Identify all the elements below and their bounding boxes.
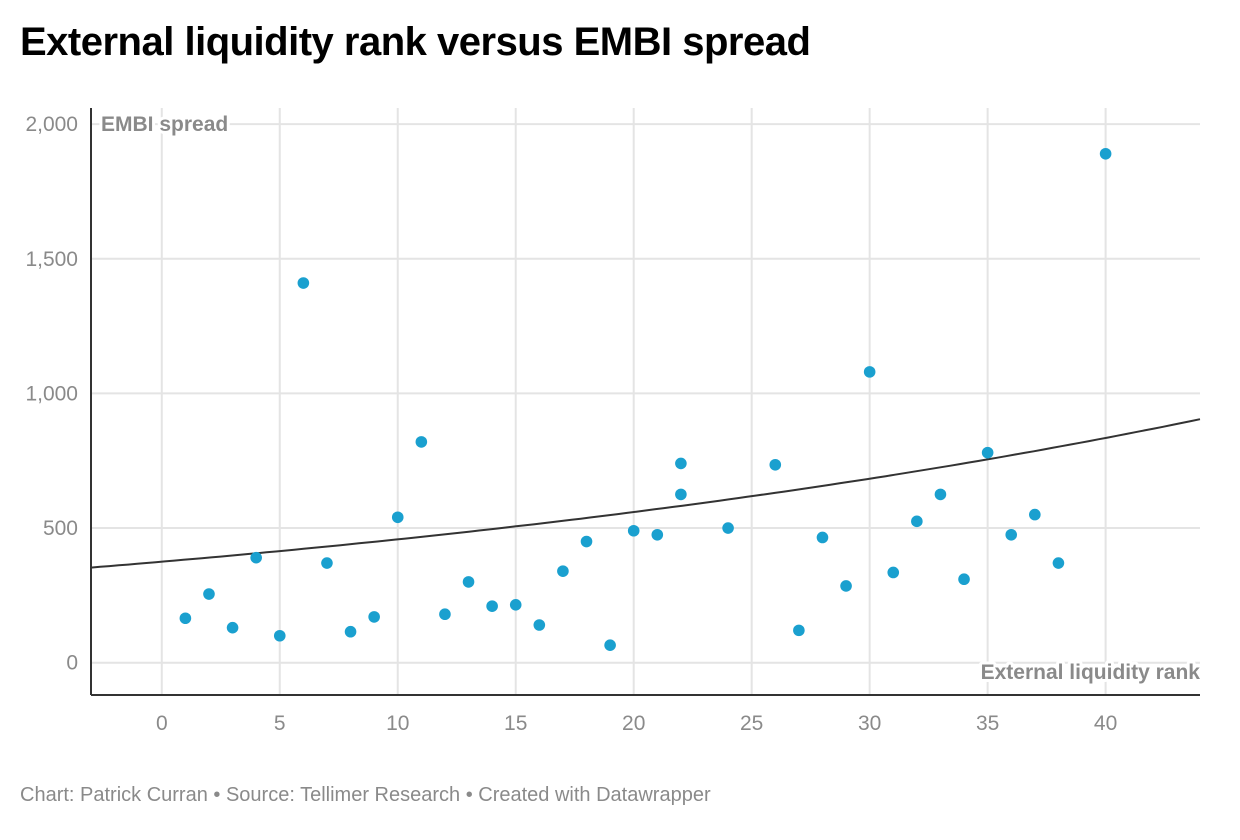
x-tick-label: 20 xyxy=(622,712,645,735)
data-point xyxy=(391,511,404,524)
x-tick-label: 15 xyxy=(504,712,527,735)
data-point xyxy=(533,619,546,631)
data-point xyxy=(911,515,923,528)
data-point xyxy=(769,458,782,471)
footer-separator: • xyxy=(207,784,226,806)
axes xyxy=(90,108,1200,696)
data-point xyxy=(226,621,239,634)
footer-source: Source: Tellimer Research xyxy=(225,784,461,806)
x-tick-label: 0 xyxy=(156,712,168,735)
data-point xyxy=(816,531,829,544)
gridlines xyxy=(91,108,1200,695)
data-point xyxy=(840,580,852,592)
data-point xyxy=(1052,557,1065,569)
data-point xyxy=(344,625,357,638)
x-tick-label: 25 xyxy=(740,712,763,735)
y-tick-label: 1,500 xyxy=(25,248,78,271)
y-tick-label: 2,000 xyxy=(25,113,78,136)
data-point xyxy=(203,588,215,600)
footer-credit: Chart: Patrick Curran xyxy=(20,784,208,806)
y-tick-label: 0 xyxy=(66,652,78,675)
points-layer xyxy=(179,147,1112,651)
data-point xyxy=(1005,528,1018,541)
x-tick-label: 5 xyxy=(274,712,286,735)
data-point xyxy=(1029,508,1041,521)
chart-title: External liquidity rank versus EMBI spre… xyxy=(20,20,811,64)
data-point xyxy=(368,611,380,623)
data-point xyxy=(863,366,876,378)
footer-tool: Created with Datawrapper xyxy=(478,784,711,806)
data-point xyxy=(415,436,428,448)
data-point xyxy=(958,573,970,586)
data-point xyxy=(486,600,498,612)
data-point xyxy=(250,551,262,564)
x-tick-label: 10 xyxy=(386,712,409,735)
footer: Chart: Patrick Curran • Source: Tellimer… xyxy=(20,784,711,807)
data-point xyxy=(793,624,805,637)
data-point xyxy=(887,566,900,579)
data-point xyxy=(981,446,994,459)
x-axis-title: External liquidity rank xyxy=(981,661,1201,684)
data-point xyxy=(934,488,947,501)
trendline-layer xyxy=(90,418,1201,569)
data-point xyxy=(321,557,333,569)
data-point xyxy=(439,608,451,621)
data-point xyxy=(675,488,687,501)
data-point xyxy=(462,576,475,588)
labels: 0 5 10 15 20 25 30 35 40 0 500 1,000 1,500 2,000 EMBI … xyxy=(25,110,1203,735)
data-point xyxy=(722,522,734,534)
trendline xyxy=(90,418,1201,569)
x-tick-label: 30 xyxy=(858,712,881,735)
data-point xyxy=(557,565,569,577)
data-point xyxy=(651,528,664,541)
data-point xyxy=(580,535,593,548)
y-tick-label: 1,000 xyxy=(25,382,78,405)
data-point xyxy=(627,524,640,537)
x-tick-label: 40 xyxy=(1094,712,1117,735)
data-point xyxy=(297,277,310,289)
data-point xyxy=(179,612,192,625)
data-point xyxy=(273,629,286,642)
data-point xyxy=(675,457,687,470)
data-point xyxy=(604,639,616,651)
y-tick-label: 500 xyxy=(43,517,78,540)
y-axis-title: EMBI spread xyxy=(101,113,228,136)
data-point xyxy=(1099,147,1112,160)
x-tick-label: 35 xyxy=(976,712,999,735)
data-point xyxy=(509,598,522,611)
footer-separator: • xyxy=(460,784,479,806)
